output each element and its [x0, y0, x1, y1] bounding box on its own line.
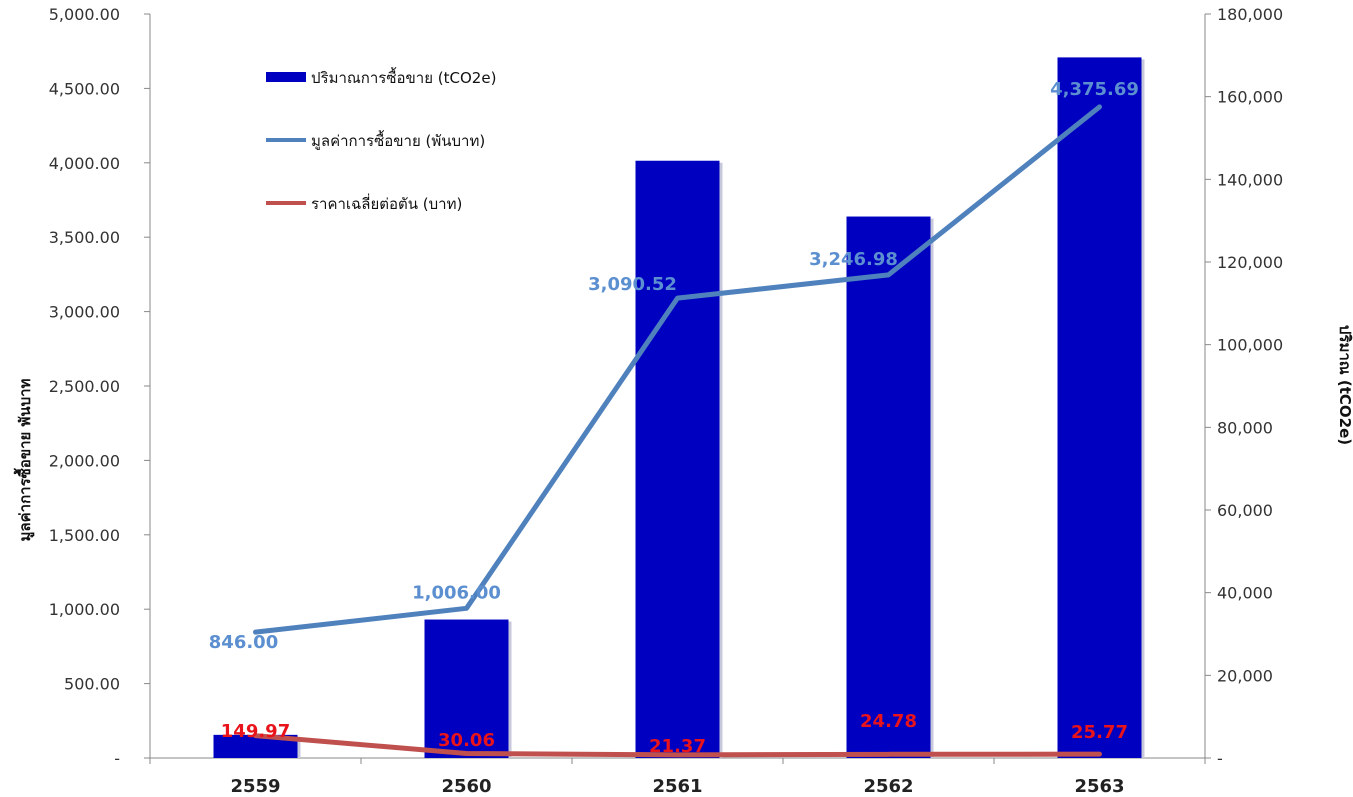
price-data-label: 149.97 — [221, 721, 290, 742]
x-tick-label: 2559 — [230, 776, 280, 797]
data-labels: 846.00 1,006.00 3,090.52 3,246.98 4,375.69 14… — [209, 79, 1139, 757]
left-tick-label: 3,000.00 — [49, 303, 120, 322]
left-tick-label: 3,500.00 — [49, 228, 120, 247]
legend-label-value: มูลค่าการซื้อขาย (พันบาท) — [311, 130, 485, 150]
left-tick-label: 500.00 — [64, 675, 120, 694]
right-tick-label: 180,000 — [1217, 5, 1283, 24]
x-tick-label: 2561 — [652, 776, 702, 797]
left-tick-label: 4,500.00 — [49, 79, 120, 98]
price-data-label: 30.06 — [438, 730, 495, 751]
legend: ปริมาณการซื้อขาย (tCO2e) มูลค่าการซื้อขาย… — [266, 67, 496, 213]
price-line — [253, 733, 1102, 758]
value-data-label: 4,375.69 — [1050, 79, 1139, 100]
bar-2562 — [846, 216, 931, 759]
x-tick-label: 2560 — [441, 776, 491, 797]
right-tick-label: 160,000 — [1217, 88, 1283, 107]
price-data-label: 24.78 — [860, 711, 917, 732]
legend-swatch-volume — [266, 72, 306, 82]
right-tick-label: 40,000 — [1217, 584, 1273, 603]
bar-2559 — [213, 734, 298, 758]
right-axis-title: ปริมาณ (tCO2e) — [1336, 325, 1353, 445]
right-tick-label: 140,000 — [1217, 170, 1283, 189]
left-tick-label: 2,500.00 — [49, 377, 120, 396]
bar-2563 — [1057, 57, 1142, 758]
value-line — [253, 104, 1102, 635]
x-tick-label: 2563 — [1074, 776, 1124, 797]
right-tick-label: 120,000 — [1217, 253, 1283, 272]
bars-series — [213, 57, 1145, 759]
left-axis-title: มูลค่าการซื้อขาย พันบาท — [13, 378, 35, 541]
right-tick-label: 60,000 — [1217, 501, 1273, 520]
line-series — [253, 104, 1102, 758]
left-tick-label: 4,000.00 — [49, 154, 120, 173]
axes: - 500.00 1,000.00 1,500.00 2,000.00 2,500.00 3… — [13, 5, 1353, 797]
left-tick-label: 1,000.00 — [49, 600, 120, 619]
bar-2561 — [635, 160, 720, 758]
left-tick-label: - — [114, 749, 120, 768]
left-tick-label: 2,000.00 — [49, 451, 120, 470]
legend-label-price: ราคาเฉลี่ยต่อตัน (บาท) — [311, 193, 462, 213]
legend-label-volume: ปริมาณการซื้อขาย (tCO2e) — [311, 67, 496, 87]
x-tick-label: 2562 — [863, 776, 913, 797]
right-tick-label: - — [1217, 749, 1223, 768]
price-data-label: 21.37 — [649, 736, 706, 757]
value-data-label: 1,006.00 — [412, 582, 501, 603]
price-data-label: 25.77 — [1071, 722, 1128, 743]
left-tick-label: 5,000.00 — [49, 5, 120, 24]
value-data-label: 3,246.98 — [809, 249, 898, 270]
bar-2560 — [424, 619, 509, 758]
right-tick-label: 20,000 — [1217, 666, 1273, 685]
left-tick-label: 1,500.00 — [49, 526, 120, 545]
right-tick-label: 100,000 — [1217, 336, 1283, 355]
right-tick-label: 80,000 — [1217, 418, 1273, 437]
value-data-label: 846.00 — [209, 632, 278, 653]
value-data-label: 3,090.52 — [588, 274, 677, 295]
